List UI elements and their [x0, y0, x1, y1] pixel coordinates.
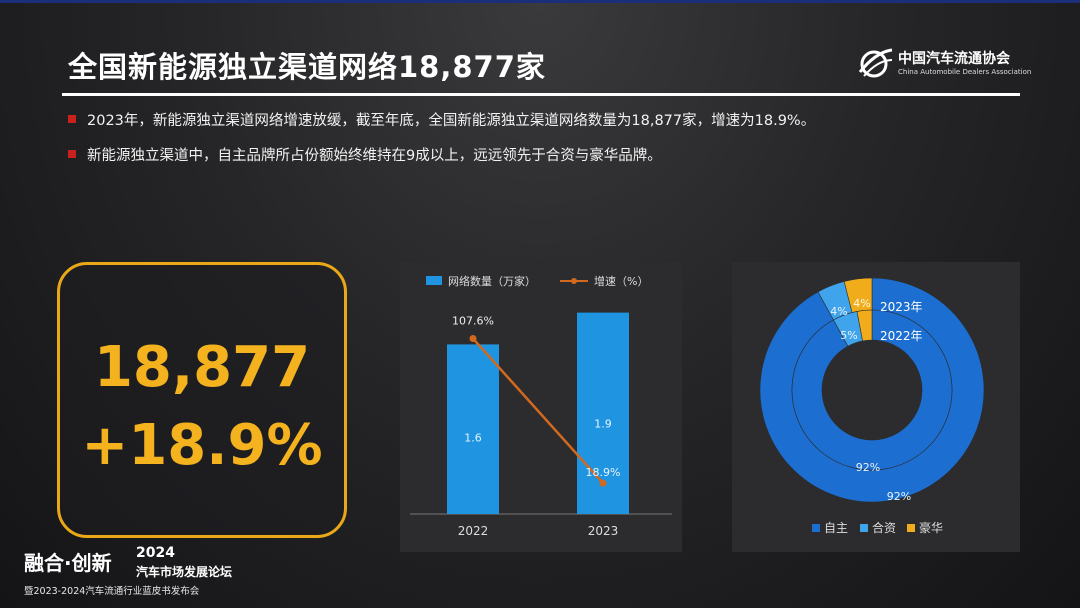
ring-label: 2023年	[880, 300, 923, 314]
page-title: 全国新能源独立渠道网络18,877家	[68, 50, 546, 84]
x-tick-label: 2022	[458, 524, 489, 538]
bullet-marker-icon	[68, 115, 76, 123]
bar-data-label: 1.6	[464, 432, 482, 445]
kpi-growth: +18.9%	[81, 413, 323, 478]
bullet-marker-icon	[68, 150, 76, 158]
bar-data-label: 1.9	[594, 417, 612, 430]
bar	[447, 344, 499, 514]
legend-bar-swatch	[426, 276, 442, 285]
association-logo: 中国汽车流通协会 China Automobile Dealers Associ…	[858, 44, 1032, 84]
bullet-item: 新能源独立渠道中，自主品牌所占份额始终维持在9成以上，远远领先于合资与豪华品牌。	[68, 144, 662, 165]
ring-label: 2022年	[880, 329, 923, 343]
slice-label: 92%	[887, 490, 911, 503]
legend-label: 合资	[872, 520, 896, 535]
bullet-text: 2023年，新能源独立渠道网络增速放缓，截至年底，全国新能源独立渠道网络数量为1…	[87, 113, 816, 129]
slice-label: 92%	[856, 461, 880, 474]
legend-label: 自主	[824, 521, 848, 535]
slice-label: 5%	[840, 329, 857, 342]
footer-subtitle: 汽车市场发展论坛	[136, 565, 233, 579]
growth-line	[472, 337, 604, 485]
slice-label: 4%	[853, 297, 870, 310]
bar-line-chart: 网络数量（万家） 增速（%） 1.6 2022 1.9 2023 107.6% 18.9%	[410, 274, 672, 538]
top-bar	[0, 0, 1080, 3]
logo-english-name: China Automobile Dealers Association	[898, 68, 1032, 76]
donut-slice	[856, 309, 873, 342]
x-tick-label: 2023	[588, 524, 619, 538]
legend-swatch	[860, 524, 868, 532]
bullet-item: 2023年，新能源独立渠道网络增速放缓，截至年底，全国新能源独立渠道网络数量为1…	[68, 109, 815, 130]
legend-line-marker	[571, 278, 577, 284]
logo-mark-icon	[858, 48, 893, 78]
donut-chart-panel: 92% 92% 4% 4% 5% 2023年 2022年自主 合资 豪华	[732, 262, 1020, 552]
donut-slice	[791, 309, 953, 471]
legend-bar-label: 网络数量（万家）	[448, 274, 536, 288]
logo-chinese-name: 中国汽车流通协会	[898, 51, 1010, 67]
growth-point	[599, 479, 607, 487]
growth-data-label: 18.9%	[586, 466, 621, 479]
forum-footer-logo: 融合·创新 2024 汽车市场发展论坛 暨2023-2024汽车流通行业蓝皮书发…	[16, 545, 276, 605]
bar-line-chart-panel: 网络数量（万家） 增速（%） 1.6 2022 1.9 2023 107.6% 18.9%	[400, 262, 682, 552]
legend-swatch	[812, 524, 820, 532]
footer-brand: 融合·创新	[24, 551, 112, 575]
slice-label: 4%	[830, 305, 847, 318]
title-divider	[62, 93, 1020, 96]
growth-data-label: 107.6%	[452, 315, 494, 328]
kpi-card: 18,877 +18.9%	[57, 262, 347, 538]
footer-year: 2024	[136, 545, 175, 561]
kpi-count: 18,877	[93, 335, 311, 400]
legend-line-label: 增速（%）	[594, 274, 648, 288]
footer-org: 暨2023-2024汽车流通行业蓝皮书发布会	[24, 586, 200, 597]
bullet-text: 新能源独立渠道中，自主品牌所占份额始终维持在9成以上，远远领先于合资与豪华品牌。	[87, 148, 662, 164]
growth-point	[469, 335, 477, 343]
legend-swatch	[907, 524, 915, 532]
legend-label: 豪华	[919, 520, 943, 535]
